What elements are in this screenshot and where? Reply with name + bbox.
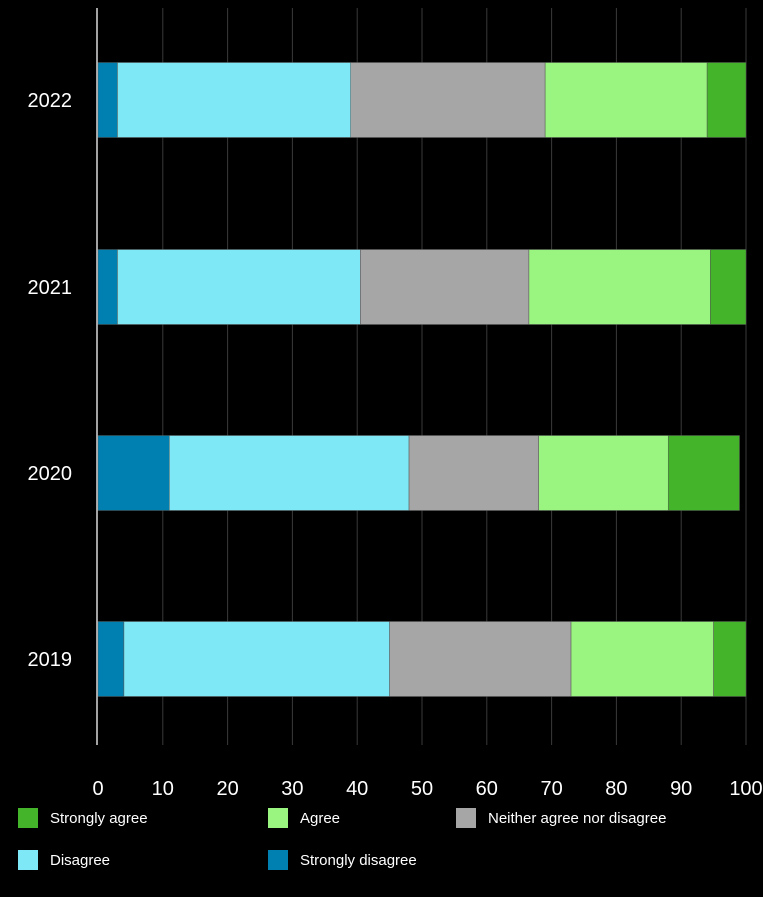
x-tick-label-70: 70 [540, 778, 562, 800]
bar-2021-disagree [117, 249, 361, 325]
x-tick-label-10: 10 [152, 778, 174, 800]
y-tick-label-2020: 2020 [28, 463, 73, 485]
x-tick-label-40: 40 [346, 778, 368, 800]
legend-swatch-agree [268, 808, 288, 828]
legend-swatch-disagree [18, 850, 38, 870]
bars [97, 62, 747, 697]
legend-swatch-strongly-disagree [268, 850, 288, 870]
legend-item-strongly-disagree: Strongly disagree [268, 850, 417, 870]
legend-item-agree: Agree [268, 808, 340, 828]
legend-label-neither: Neither agree nor disagree [488, 809, 667, 827]
bar-2019-agree [570, 621, 714, 697]
bar-2021-agree [528, 249, 711, 325]
bar-2020-strongly-disagree [97, 435, 170, 511]
x-tick-label-100: 100 [729, 778, 762, 800]
legend-label-agree: Agree [300, 809, 341, 827]
x-tick-label-50: 50 [411, 778, 433, 800]
legend-item-strongly-agree: Strongly agree [18, 808, 148, 828]
x-tick-label-20: 20 [216, 778, 238, 800]
x-tick-label-0: 0 [92, 778, 103, 800]
bar-2022-neither-agree-nor-disagree [350, 62, 546, 138]
legend-swatch-neither [456, 808, 476, 828]
bar-2020-disagree [169, 435, 410, 511]
x-axis-ticks: 0 10 20 30 40 50 60 70 80 90 100 [92, 778, 762, 800]
bar-2019-disagree [123, 621, 390, 697]
legend-item-disagree: Disagree [18, 850, 110, 870]
bar-2021-strongly-agree [710, 249, 747, 325]
bar-2020-agree [538, 435, 669, 511]
stacked-bar-chart: 2022 2021 2020 2019 0 10 20 30 40 50 60 70 80 90 100 [28, 8, 763, 800]
legend-label-strongly-agree: Strongly agree [50, 809, 148, 827]
y-tick-label-2019: 2019 [28, 649, 73, 671]
bar-2020-neither-agree-nor-disagree [408, 435, 539, 511]
bar-2022-agree [544, 62, 708, 138]
bar-2019-strongly-disagree [97, 621, 125, 697]
y-tick-label-2022: 2022 [28, 90, 73, 112]
bar-2019-neither-agree-nor-disagree [389, 621, 572, 697]
x-tick-label-80: 80 [605, 778, 627, 800]
x-tick-label-90: 90 [670, 778, 692, 800]
bar-2021-neither-agree-nor-disagree [360, 249, 530, 325]
legend-item-neither: Neither agree nor disagree [456, 808, 666, 828]
bar-2022-disagree [117, 62, 351, 138]
legend-label-disagree: Disagree [50, 851, 111, 869]
bar-2022-strongly-agree [706, 62, 747, 138]
y-tick-label-2021: 2021 [28, 277, 73, 299]
legend-label-strongly-disagree: Strongly disagree [300, 851, 417, 869]
x-tick-label-60: 60 [476, 778, 498, 800]
bar-2022-strongly-disagree [97, 62, 118, 138]
bar-2020-strongly-agree [667, 435, 740, 511]
x-tick-label-30: 30 [281, 778, 303, 800]
y-axis: 2022 2021 2020 2019 [28, 8, 98, 745]
bar-2021-strongly-disagree [97, 249, 118, 325]
legend-swatch-strongly-agree [18, 808, 38, 828]
legend: Strongly agree Agree Neither agree nor d… [0, 808, 763, 897]
bar-2019-strongly-agree [713, 621, 747, 697]
